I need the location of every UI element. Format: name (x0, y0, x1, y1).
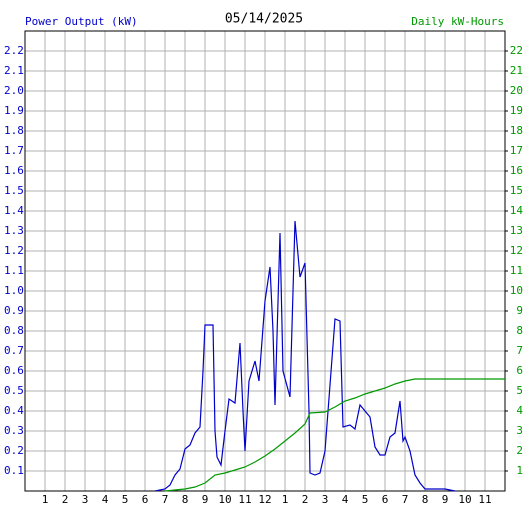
x-tick-label: 10 (458, 493, 471, 506)
y-tick-label: 0.4 (4, 404, 24, 417)
y-tick-label: 0.1 (4, 464, 24, 477)
y-tick-label: 2.1 (4, 64, 24, 77)
y2-tick-label: 18 (510, 124, 523, 137)
y-tick-label: 1.4 (4, 204, 24, 217)
x-tick-label: 3 (82, 493, 89, 506)
x-tick-label: 10 (218, 493, 231, 506)
y2-tick-label: 5 (516, 384, 523, 397)
y2-tick-label: 3 (516, 424, 523, 437)
y2-tick-label: 6 (516, 364, 523, 377)
y2-tick-label: 9 (516, 304, 523, 317)
x-tick-label: 2 (62, 493, 69, 506)
y-tick-label: 2.0 (4, 84, 24, 97)
y2-tick-label: 22 (510, 44, 523, 57)
y-tick-label: 0.7 (4, 344, 24, 357)
y-tick-label: 0.5 (4, 384, 24, 397)
y2-tick-label: 2 (516, 444, 523, 457)
y2-tick-label: 19 (510, 104, 523, 117)
x-tick-label: 5 (362, 493, 369, 506)
left-axis-title: Power Output (kW) (25, 15, 138, 28)
y2-tick-label: 21 (510, 64, 523, 77)
y-tick-label: 0.6 (4, 364, 24, 377)
y2-tick-label: 20 (510, 84, 523, 97)
y-tick-label: 0.3 (4, 424, 24, 437)
y-tick-label: 1.1 (4, 264, 24, 277)
y2-tick-label: 8 (516, 324, 523, 337)
x-tick-label: 12 (258, 493, 271, 506)
y-tick-label: 1.9 (4, 104, 24, 117)
y-tick-label: 1.6 (4, 164, 24, 177)
y-tick-label: 1.8 (4, 124, 24, 137)
y2-tick-label: 12 (510, 244, 523, 257)
right-axis-title: Daily kW-Hours (411, 15, 504, 28)
x-tick-label: 1 (282, 493, 289, 506)
x-tick-label: 4 (342, 493, 349, 506)
x-tick-label: 2 (302, 493, 309, 506)
y2-tick-label: 13 (510, 224, 523, 237)
y2-tick-label: 14 (510, 204, 524, 217)
plot-border (24, 30, 506, 492)
x-tick-label: 7 (402, 493, 409, 506)
y2-tick-label: 10 (510, 284, 523, 297)
x-tick-label: 6 (142, 493, 149, 506)
y-tick-label: 1.2 (4, 244, 24, 257)
y2-tick-label: 11 (510, 264, 523, 277)
x-tick-label: 8 (422, 493, 429, 506)
x-tick-label: 11 (478, 493, 491, 506)
x-tick-label: 11 (238, 493, 251, 506)
x-tick-label: 9 (202, 493, 209, 506)
x-tick-label: 7 (162, 493, 169, 506)
y2-tick-label: 16 (510, 164, 523, 177)
x-tick-label: 4 (102, 493, 109, 506)
y2-tick-label: 15 (510, 184, 523, 197)
x-tick-label: 6 (382, 493, 389, 506)
x-tick-label: 9 (442, 493, 449, 506)
y2-tick-label: 4 (516, 404, 523, 417)
y-tick-label: 0.8 (4, 324, 24, 337)
y2-tick-label: 1 (516, 464, 523, 477)
y-tick-label: 2.2 (4, 44, 24, 57)
y-tick-label: 1.3 (4, 224, 24, 237)
y-tick-label: 1.7 (4, 144, 24, 157)
x-tick-label: 3 (322, 493, 329, 506)
y2-tick-label: 17 (510, 144, 523, 157)
x-tick-label: 8 (182, 493, 189, 506)
x-tick-label: 5 (122, 493, 129, 506)
y-tick-label: 0.2 (4, 444, 24, 457)
series-line (164, 378, 505, 492)
y2-tick-label: 7 (516, 344, 523, 357)
series-line (154, 220, 456, 492)
y-tick-label: 1.5 (4, 184, 24, 197)
y-tick-label: 1.0 (4, 284, 24, 297)
x-tick-label: 1 (42, 493, 49, 506)
chart-title: 05/14/2025 (225, 12, 303, 27)
y-tick-label: 0.9 (4, 304, 24, 317)
